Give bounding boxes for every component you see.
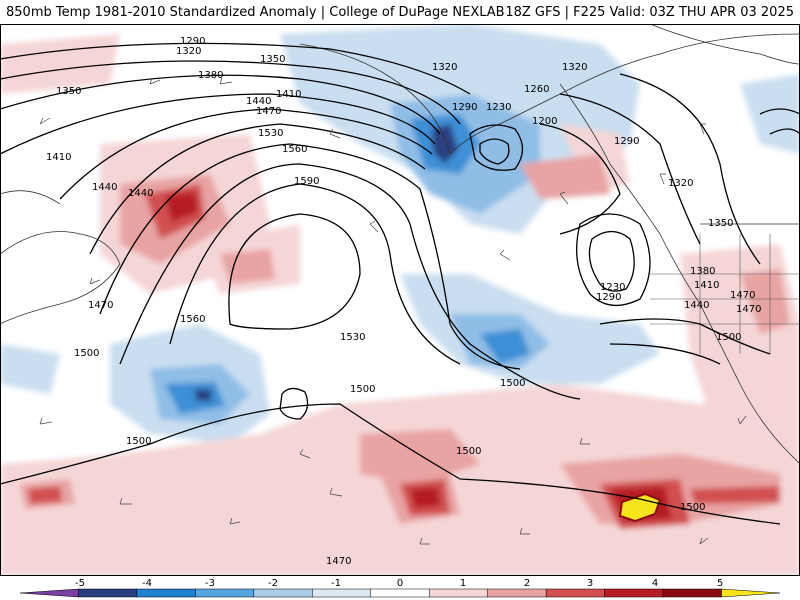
contour-label: 1530	[258, 128, 283, 139]
contour-label: 1410	[276, 89, 301, 100]
contour-label: 1230	[600, 282, 625, 293]
contour-label: 1470	[256, 106, 281, 117]
negative-anomaly-region	[740, 74, 800, 154]
colorbar-tick-label: -2	[268, 578, 278, 589]
contour-label: 1500	[456, 446, 481, 457]
negative-anomaly-region	[480, 329, 530, 364]
contour-label: 1500	[74, 348, 99, 359]
contour-label: 1290	[596, 292, 621, 303]
contour-label: 1350	[260, 54, 285, 65]
positive-anomaly-region	[28, 486, 62, 504]
colorbar-swatch	[78, 588, 138, 598]
map-title: 850mb Temp 1981-2010 Standardized Anomal…	[6, 5, 505, 20]
contour-label: 1500	[500, 378, 525, 389]
contour-label: 1290	[180, 36, 205, 47]
colorbar-swatch	[195, 588, 255, 598]
colorbar-swatch	[19, 588, 79, 598]
colorbar-tick-label: 4	[652, 578, 658, 589]
political-borders	[650, 234, 800, 354]
contour-label: 1500	[716, 332, 741, 343]
negative-anomaly-region	[0, 344, 60, 394]
contour-label: 1500	[126, 436, 151, 447]
colorbar-tick-label: -5	[75, 578, 85, 589]
contour-label: 1320	[176, 46, 201, 57]
contour-label: 1320	[432, 62, 457, 73]
positive-anomaly-region	[165, 192, 198, 222]
colorbar-tick-label: -1	[331, 578, 341, 589]
colorbar-tick-label: 1	[460, 578, 466, 589]
contour-label: 1410	[46, 152, 71, 163]
contour-label: 1590	[294, 176, 319, 187]
contour-label: 1200	[532, 116, 557, 127]
contour-label: 1440	[128, 188, 153, 199]
colorbar-tick-label: 3	[587, 578, 593, 589]
colorbar-tick-label: 2	[524, 578, 530, 589]
colorbar-swatch	[487, 588, 547, 598]
anomaly-colorbar: -5 -4 -3 -2 -1 0 1 2 3 4 5	[0, 576, 800, 600]
colorbar-tick-label: -3	[205, 578, 215, 589]
colorbar-swatch	[428, 588, 488, 598]
negative-anomaly-region	[432, 124, 458, 164]
positive-anomaly-region	[410, 487, 440, 508]
colorbar-swatch	[662, 588, 722, 598]
contour-label: 1320	[668, 178, 693, 189]
contour-label: 1410	[694, 280, 719, 291]
contour-label: 1440	[246, 96, 271, 107]
colorbar-ticks: -5 -4 -3 -2 -1 0 1 2 3 4 5	[75, 578, 723, 589]
colorbar-tick-label: -4	[142, 578, 152, 589]
coastlines	[0, 24, 800, 465]
colorbar-tick-label: 5	[717, 578, 723, 589]
contour-label: 1530	[340, 332, 365, 343]
contour-label: 1350	[708, 218, 733, 229]
positive-anomaly-region	[740, 269, 790, 334]
contour-label: 1320	[562, 62, 587, 73]
colorbar-swatches	[19, 588, 781, 598]
contour-label: 1260	[524, 84, 549, 95]
contour-label: 1560	[282, 144, 307, 155]
colorbar-tick-label: 0	[397, 578, 403, 589]
contour-label: 1470	[730, 290, 755, 301]
contour-label: 1230	[486, 102, 511, 113]
wind-barbs	[39, 77, 747, 545]
colorbar-swatch	[370, 588, 430, 598]
contour-label: 1560	[180, 314, 205, 325]
contour-label: 1470	[326, 556, 351, 567]
extreme-anomaly-region	[618, 492, 662, 523]
contour-label: 1380	[690, 266, 715, 277]
colorbar-swatch	[721, 588, 781, 598]
contour-label: 1470	[736, 304, 761, 315]
contour-label: 1440	[684, 300, 709, 311]
positive-anomaly-region	[220, 249, 275, 284]
positive-anomaly-region	[520, 154, 610, 199]
colorbar-swatch	[312, 588, 372, 598]
colorbar-swatch	[545, 588, 605, 598]
map-header: 850mb Temp 1981-2010 Standardized Anomal…	[0, 0, 800, 24]
model-valid-time: 18Z GFS | F225 Valid: 03Z THU APR 03 202…	[505, 5, 794, 20]
contour-label: 1500	[350, 384, 375, 395]
contour-label: 1350	[56, 86, 81, 97]
height-contours	[0, 42, 800, 576]
colorbar-swatch	[604, 588, 664, 598]
contour-label: 1290	[452, 102, 477, 113]
contour-labels: 1290 1320 1350 1350 1380 1410 1410 1440 …	[46, 36, 761, 567]
positive-anomaly-region	[690, 486, 780, 504]
positive-anomaly-region	[360, 429, 480, 484]
contour-label: 1470	[88, 300, 113, 311]
negative-anomaly-region	[195, 389, 212, 402]
map-canvas: 1290 1320 1350 1350 1380 1410 1410 1440 …	[0, 24, 800, 576]
colorbar-swatch	[253, 588, 313, 598]
contour-label: 1290	[614, 136, 639, 147]
contour-label: 1380	[198, 70, 223, 81]
positive-anomaly-region	[0, 34, 120, 94]
contour-label: 1500	[680, 502, 705, 513]
contour-label: 1440	[92, 182, 117, 193]
colorbar-swatch	[136, 588, 196, 598]
